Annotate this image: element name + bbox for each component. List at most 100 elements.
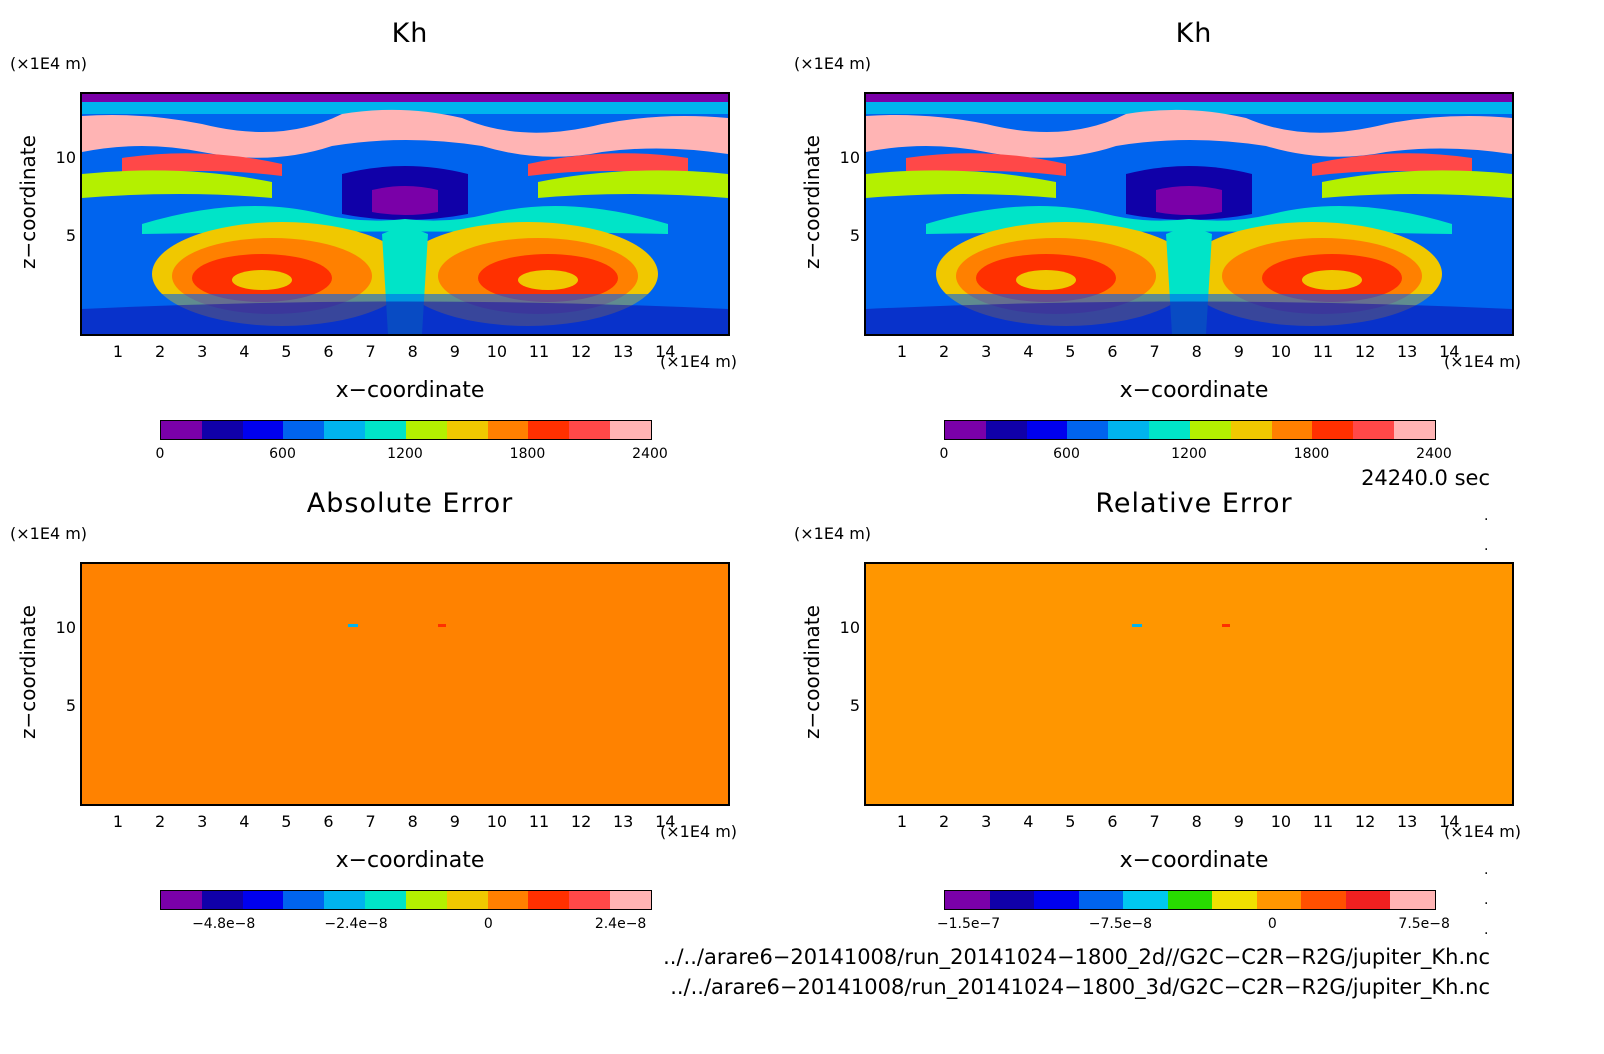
x-tick-label: 1 — [896, 812, 908, 831]
x-tick-label: 12 — [1354, 342, 1376, 361]
colorbar-swatch — [201, 421, 243, 439]
colorbar-swatch — [446, 891, 488, 909]
x-tick-label: 10 — [486, 342, 508, 361]
colorbar-tick-label: −1.5e−7 — [936, 916, 1001, 932]
x-tick-label: 7 — [365, 812, 376, 831]
colorbar-swatch — [569, 891, 611, 909]
colorbar-tick-label: −7.5e−8 — [1088, 916, 1153, 932]
colorbar — [944, 420, 1436, 440]
plot-area — [80, 562, 730, 806]
colorbar-swatch — [1149, 421, 1190, 439]
colorbar-tick-label: 1800 — [1293, 446, 1330, 462]
colorbar — [944, 890, 1436, 910]
colorbar-swatch — [1026, 421, 1068, 439]
file-path-3d: ../../arare6−20141008/run_20141024−1800_… — [670, 975, 1490, 999]
x-tick-label: 13 — [1397, 342, 1418, 361]
colorbar — [160, 890, 652, 910]
marker-dot: . — [1484, 892, 1489, 908]
colorbar-swatch — [242, 891, 284, 909]
colorbar-swatch — [528, 421, 570, 439]
x-tick-label: 6 — [323, 342, 334, 361]
y-tick-label: 10 — [55, 148, 76, 167]
y-tick-label: 5 — [849, 226, 860, 245]
colorbar-swatch — [985, 421, 1027, 439]
marker-dot: . — [1484, 922, 1489, 938]
colorbar-tick-label: 600 — [1053, 446, 1080, 462]
colorbar-swatch — [610, 421, 651, 439]
x-tick-label: 2 — [155, 812, 166, 831]
x-tick-label: 2 — [155, 342, 166, 361]
colorbar-swatch — [1271, 421, 1313, 439]
x-tick-label: 3 — [981, 812, 992, 831]
colorbar-tick-label: 2.4e−8 — [594, 916, 647, 932]
panel-title: Kh — [1175, 18, 1213, 49]
x-tick-label: 2 — [939, 812, 950, 831]
x-tick-label: 6 — [1107, 812, 1118, 831]
x-tick-label: 11 — [1312, 812, 1334, 831]
x-tick-label: 7 — [365, 342, 376, 361]
x-tick-label: 10 — [1270, 342, 1292, 361]
y-tick-label: 5 — [65, 696, 76, 715]
y-unit-label: (×1E4 m) — [794, 54, 872, 73]
x-tick-label: 10 — [486, 812, 508, 831]
panel-title: Absolute Error — [306, 488, 514, 519]
colorbar-swatch — [1123, 891, 1168, 909]
x-tick-label: 5 — [281, 342, 292, 361]
x-tick-label: 4 — [1023, 812, 1034, 831]
colorbar-swatch — [446, 421, 488, 439]
x-tick-label: 11 — [528, 812, 550, 831]
colorbar-tick-label: 0 — [1267, 916, 1277, 932]
x-tick-label: 8 — [407, 342, 418, 361]
y-axis-label: z−coordinate — [16, 135, 40, 269]
colorbar-swatch — [324, 891, 366, 909]
x-tick-label: 14 — [655, 342, 676, 361]
plot-area — [80, 92, 730, 336]
colorbar-swatch — [1230, 421, 1272, 439]
colorbar-swatch — [1167, 891, 1213, 909]
x-tick-label: 9 — [449, 342, 460, 361]
x-tick-label: 2 — [939, 342, 950, 361]
x-unit-label: (×1E4 m) — [660, 822, 738, 841]
colorbar-tick-label: 0 — [155, 446, 165, 462]
x-unit-label: (×1E4 m) — [1444, 352, 1522, 371]
x-tick-label: 12 — [1354, 812, 1376, 831]
colorbar-tick-label: 0 — [939, 446, 949, 462]
colorbar-swatch — [569, 421, 611, 439]
colorbar-tick-label: −2.4e−8 — [324, 916, 388, 932]
x-tick-label: 6 — [1107, 342, 1118, 361]
x-tick-label: 5 — [1065, 812, 1076, 831]
colorbar-swatch — [1390, 891, 1436, 909]
plot-panel: Kh (×1E4 m) z−coordinate 1 2 3 4 5 6 7 8 9 10 11 12 13… — [784, 0, 1544, 470]
x-tick-label: 3 — [197, 342, 208, 361]
colorbar-swatch — [945, 421, 986, 439]
x-tick-label: 14 — [1439, 812, 1460, 831]
x-tick-label: 10 — [1270, 812, 1292, 831]
x-axis-label: x−coordinate — [335, 848, 485, 873]
colorbar-swatch — [201, 891, 243, 909]
colorbar-swatch — [365, 421, 406, 439]
colorbar-swatch — [283, 421, 325, 439]
colorbar-swatch — [487, 891, 529, 909]
panel-title: Kh — [391, 18, 429, 49]
x-unit-label: (×1E4 m) — [1444, 822, 1522, 841]
colorbar-tick-label: 1800 — [509, 446, 546, 462]
x-tick-label: 11 — [528, 342, 550, 361]
x-tick-label: 4 — [239, 342, 250, 361]
colorbar-swatch — [989, 891, 1035, 909]
x-unit-label: (×1E4 m) — [660, 352, 738, 371]
colorbar-tick-label: 0 — [483, 916, 493, 932]
file-path-2d: ../../arare6−20141008/run_20141024−1800_… — [663, 945, 1490, 969]
y-tick-label: 10 — [839, 618, 860, 637]
y-unit-label: (×1E4 m) — [10, 54, 88, 73]
y-axis-label: z−coordinate — [800, 605, 824, 739]
colorbar-swatch — [1256, 891, 1302, 909]
marker-dot: . — [1484, 538, 1489, 554]
plot-panel: Kh (×1E4 m) z−coordinate 1 2 3 4 5 6 7 8 9 10 11 12 13… — [0, 0, 760, 470]
colorbar-swatch — [1301, 891, 1346, 909]
heatmap-field — [82, 94, 728, 334]
x-tick-label: 6 — [323, 812, 334, 831]
x-tick-label: 5 — [1065, 342, 1076, 361]
colorbar-swatch — [610, 891, 651, 909]
colorbar-swatch — [487, 421, 529, 439]
